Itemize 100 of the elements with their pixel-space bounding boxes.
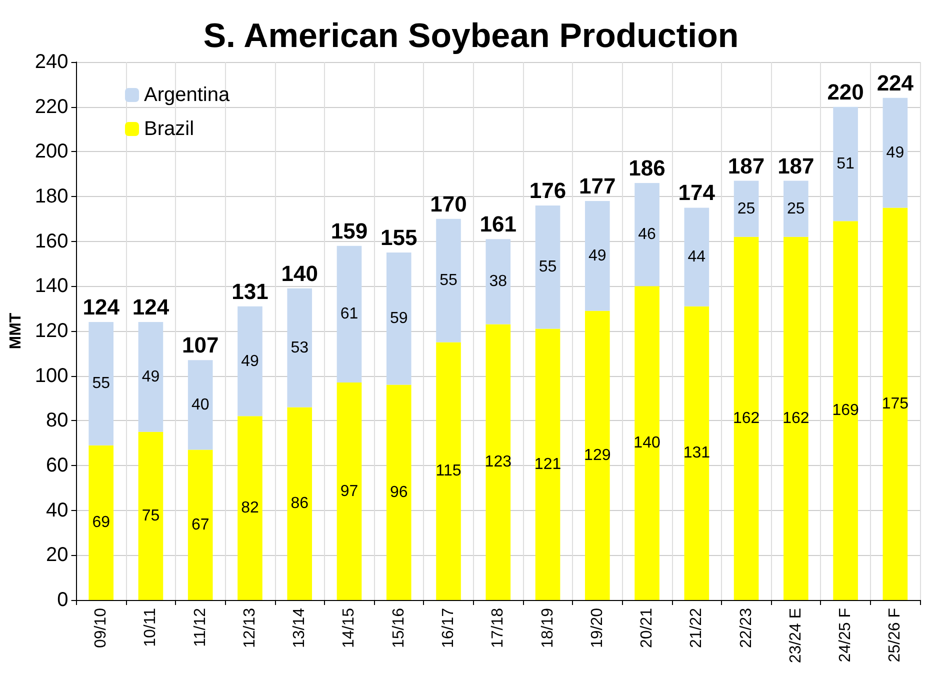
y-tick-label: 140: [34, 275, 68, 298]
bar: [436, 218, 461, 342]
data-label: 55: [538, 258, 557, 276]
legend-label: Brazil: [144, 118, 194, 140]
bar: [684, 208, 710, 306]
y-tick-label: 160: [34, 230, 68, 252]
total-label: 224: [876, 70, 914, 96]
data-label: 121: [534, 456, 562, 473]
data-label: 25: [737, 200, 756, 218]
y-axis-title: MMT: [8, 312, 24, 350]
data-label: 129: [584, 446, 611, 464]
y-tick-label: 240: [34, 51, 68, 73]
total-label: 170: [430, 191, 467, 216]
bar: [784, 180, 808, 237]
bar: [287, 288, 312, 408]
bar: [238, 306, 262, 416]
bar: [238, 416, 262, 600]
bar: [734, 236, 759, 600]
y-tick-label: 20: [46, 544, 68, 566]
chart-title: S. American Soybean Production: [203, 17, 739, 55]
y-tick-label: 120: [34, 320, 68, 342]
data-label: 25: [787, 200, 805, 218]
data-label: 86: [290, 495, 309, 512]
x-tick-label: 10/11: [142, 608, 160, 647]
bar: [336, 246, 362, 383]
total-label: 131: [232, 278, 268, 304]
y-tick-label: 100: [34, 364, 68, 387]
x-tick-label: 19/20: [588, 608, 606, 648]
bar: [535, 328, 560, 600]
total-label: 107: [182, 332, 219, 358]
bar: [386, 252, 412, 385]
bar: [634, 286, 660, 600]
bar: [138, 432, 164, 600]
data-label: 75: [142, 507, 160, 524]
x-tick-label: 13/14: [291, 608, 308, 648]
data-label: 49: [886, 144, 904, 162]
total-label: 155: [380, 225, 418, 250]
legend-label: Argentina: [144, 84, 230, 106]
data-label: 96: [390, 484, 408, 501]
data-label: 40: [191, 396, 210, 414]
bar: [436, 342, 461, 600]
total-label: 187: [778, 153, 814, 178]
total-label: 186: [628, 156, 666, 181]
data-label: 97: [340, 482, 358, 500]
x-tick-label: 22/23: [738, 608, 755, 648]
bar: [188, 450, 213, 600]
data-label: 55: [440, 272, 458, 290]
data-label: 67: [191, 516, 210, 534]
data-label: 44: [688, 248, 706, 266]
y-tick-label: 0: [57, 589, 68, 611]
bar: [882, 208, 908, 600]
total-label: 177: [579, 173, 616, 198]
total-label: 187: [728, 153, 765, 178]
x-tick-label: 17/18: [490, 608, 507, 648]
data-label: 61: [340, 306, 358, 323]
bar: [684, 306, 710, 600]
total-label: 124: [82, 294, 120, 320]
data-label: 38: [489, 273, 508, 290]
bar: [336, 382, 362, 600]
total-label: 161: [480, 212, 516, 237]
bar: [88, 322, 114, 446]
x-tick-label: 12/13: [241, 608, 258, 648]
data-label: 46: [638, 226, 656, 244]
data-label: 53: [290, 339, 309, 356]
data-label: 51: [836, 155, 855, 172]
data-label: 115: [436, 462, 462, 480]
bar: [734, 180, 759, 237]
x-tick-label: 24/25 F: [837, 608, 854, 662]
total-label: 159: [330, 218, 368, 244]
bar: [486, 239, 511, 324]
y-tick-label: 200: [34, 140, 68, 163]
bar: [882, 98, 908, 208]
x-tick-label: 11/12: [192, 608, 209, 647]
bar: [287, 407, 312, 600]
x-tick-label: 20/21: [638, 608, 656, 648]
x-tick-label: 16/17: [440, 608, 458, 648]
data-label: 162: [782, 410, 810, 427]
bar: [584, 200, 610, 311]
bar: [833, 106, 858, 222]
bar: [386, 384, 412, 600]
y-tick-label: 40: [46, 499, 68, 522]
data-label: 82: [241, 500, 259, 517]
y-tick-label: 220: [34, 96, 68, 118]
x-tick-label: 09/10: [92, 608, 110, 648]
data-label: 49: [241, 352, 259, 370]
total-label: 176: [529, 178, 566, 203]
data-label: 69: [92, 514, 110, 532]
y-tick-label: 80: [46, 410, 68, 432]
x-tick-label: 21/22: [688, 608, 706, 648]
bar: [634, 183, 660, 286]
x-tick-label: 14/15: [340, 608, 358, 648]
x-tick-label: 23/24 E: [787, 608, 804, 664]
total-label: 220: [827, 79, 864, 104]
x-tick-label: 25/26 F: [886, 608, 904, 662]
bar: [188, 360, 213, 450]
data-label: 59: [390, 310, 408, 328]
data-label: 49: [142, 368, 160, 386]
bar: [88, 445, 114, 600]
bar: [535, 205, 560, 329]
data-label: 49: [588, 247, 606, 264]
